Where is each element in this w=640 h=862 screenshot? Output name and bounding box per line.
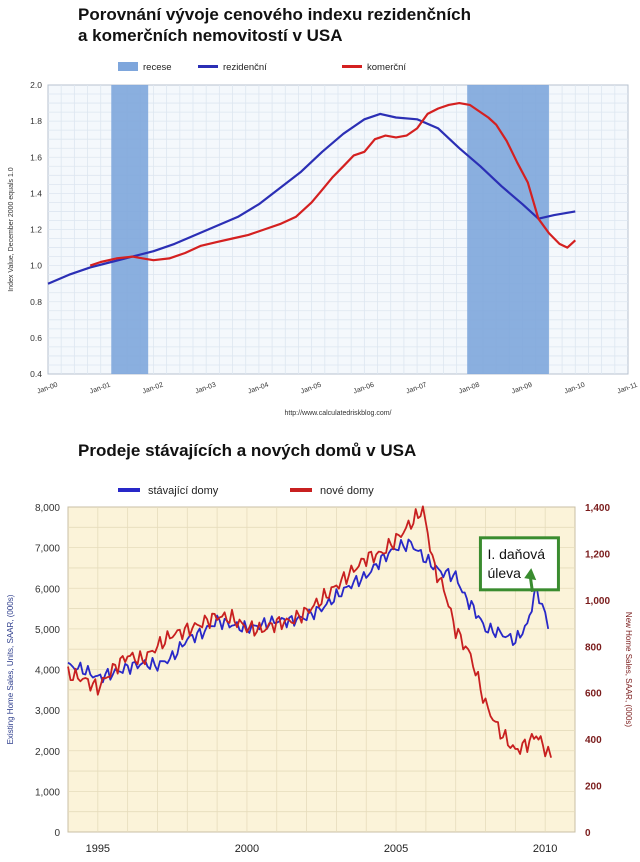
legend-label: nové domy bbox=[320, 485, 374, 497]
chart1-title: Porovnání vývoje cenového indexu reziden… bbox=[78, 4, 598, 46]
y-left-tick-label: 3,000 bbox=[35, 706, 60, 717]
series-line-existing-homes bbox=[67, 538, 550, 684]
y-left-tick-label: 5,000 bbox=[35, 625, 60, 636]
y-tick-label: 1.8 bbox=[30, 116, 42, 126]
y-left-axis-label: Existing Home Sales, Units, SAAR, (000s) bbox=[6, 594, 15, 744]
x-tick-label: 2000 bbox=[235, 843, 259, 855]
x-tick-label: 2005 bbox=[384, 843, 408, 855]
x-tick-label: Jan-00 bbox=[36, 382, 59, 396]
x-tick-label: Jan-06 bbox=[353, 382, 376, 396]
x-tick-label: Jan-02 bbox=[142, 382, 165, 396]
y-axis-label: Index Value, December 2000 equals 1.0 bbox=[8, 167, 15, 292]
annotation-text-line2: úleva bbox=[487, 565, 521, 581]
x-tick-label: Jan-04 bbox=[247, 382, 270, 396]
y-tick-label: 2.0 bbox=[30, 80, 42, 90]
x-tick-label: Jan-03 bbox=[194, 382, 217, 396]
y-tick-label: 1.2 bbox=[30, 225, 42, 235]
recession-band bbox=[467, 85, 549, 374]
legend-label: rezidenční bbox=[223, 62, 267, 73]
chart1-house-price-index: 0.4 0.6 0.8 1.0 1.2 1.4 1.6 1.8 2.0 Jan-00 Jan-01 J… bbox=[8, 62, 639, 417]
y-tick-label: 0.4 bbox=[30, 369, 42, 379]
y-tick-label: 1.0 bbox=[30, 261, 42, 271]
chart2-title: Prodeje stávajících a nových domů v USA bbox=[78, 441, 417, 460]
y-right-tick-label: 1,400 bbox=[585, 503, 610, 514]
x-tick-label: Jan-07 bbox=[405, 382, 428, 396]
y-right-tick-label: 800 bbox=[585, 642, 602, 653]
chart1-title-line2: a komerčních nemovitostí v USA bbox=[78, 26, 343, 45]
y-tick-label: 1.6 bbox=[30, 152, 42, 162]
x-tick-label: Jan-10 bbox=[564, 382, 587, 396]
x-tick-label: Jan-05 bbox=[300, 382, 323, 396]
y-left-tick-label: 8,000 bbox=[35, 503, 60, 514]
x-tick-label: 2010 bbox=[533, 843, 557, 855]
annotation-box bbox=[478, 536, 560, 592]
y-left-tick-label: 0 bbox=[54, 828, 60, 839]
chart2-home-sales: 0 1,000 2,000 3,000 4,000 5,000 6,000 7,000 8,00… bbox=[6, 485, 633, 855]
source-label: http://www.calculatedriskblog.com/ bbox=[285, 410, 392, 417]
annotation-text-line1: I. daňová bbox=[487, 546, 545, 562]
y-right-tick-label: 1,000 bbox=[585, 596, 610, 607]
series-line-commercial bbox=[89, 101, 577, 267]
x-tick-label: Jan-08 bbox=[458, 382, 481, 396]
series-line-new-homes bbox=[67, 505, 552, 758]
y-tick-label: 0.8 bbox=[30, 297, 42, 307]
y-right-axis-label: New Home Sales, SAAR, (000s) bbox=[624, 612, 633, 727]
annotation-arrowhead bbox=[524, 568, 537, 581]
y-left-tick-label: 2,000 bbox=[35, 747, 60, 758]
y-right-tick-label: 600 bbox=[585, 689, 602, 700]
chart1-title-line1: Porovnání vývoje cenového indexu reziden… bbox=[78, 5, 472, 24]
x-tick-label: Jan-01 bbox=[89, 382, 112, 396]
y-tick-label: 0.6 bbox=[30, 333, 42, 343]
y-right-tick-label: 400 bbox=[585, 735, 602, 746]
legend-label: recese bbox=[143, 62, 172, 73]
y-left-tick-label: 4,000 bbox=[35, 666, 60, 677]
y-left-tick-label: 6,000 bbox=[35, 584, 60, 595]
y-left-tick-label: 1,000 bbox=[35, 787, 60, 798]
recession-band bbox=[111, 85, 149, 374]
x-tick-label: 1995 bbox=[86, 843, 110, 855]
legend-label: komerční bbox=[367, 62, 406, 73]
y-right-tick-label: 1,200 bbox=[585, 549, 610, 560]
x-tick-label: Jan-09 bbox=[511, 382, 534, 396]
legend-label: stávající domy bbox=[148, 485, 219, 497]
y-tick-label: 1.4 bbox=[30, 188, 42, 198]
x-tick-label: Jan-11 bbox=[616, 382, 638, 396]
y-right-tick-label: 0 bbox=[585, 828, 591, 839]
y-left-tick-label: 7,000 bbox=[35, 544, 60, 555]
legend-swatch bbox=[118, 62, 138, 71]
y-right-tick-label: 200 bbox=[585, 782, 602, 793]
series-line-residential bbox=[47, 112, 576, 285]
